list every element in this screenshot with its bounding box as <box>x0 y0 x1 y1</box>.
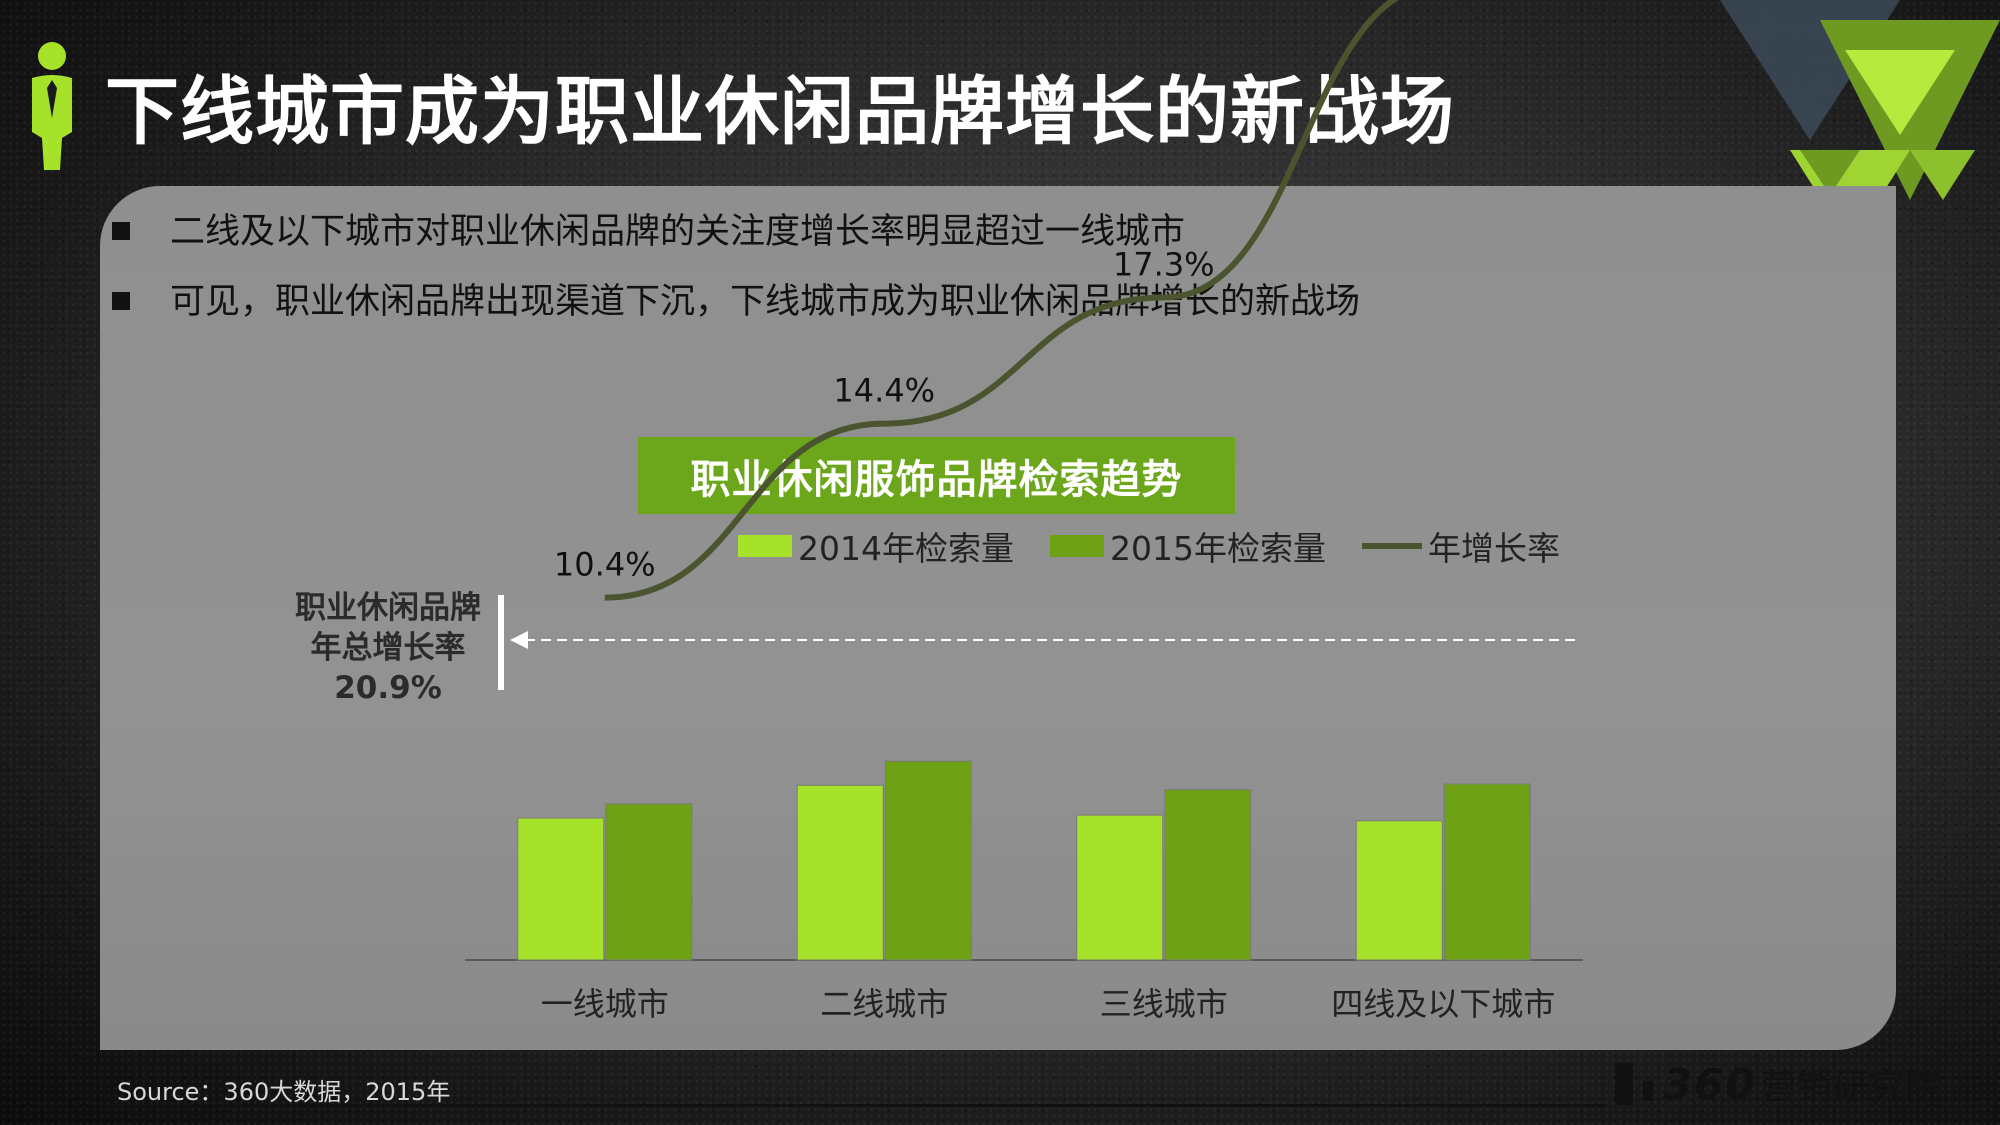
logo-bar-icon <box>1615 1063 1633 1105</box>
growth-line <box>604 0 1400 601</box>
brand-logo: 360 营销研究院 <box>1615 1058 1941 1110</box>
growth-data-label: 10.4% <box>554 546 656 584</box>
x-tick-label: 一线城市 <box>541 985 669 1023</box>
bullet-list: 二线及以下城市对职业休闲品牌的关注度增长率明显超过一线城市 可见，职业休闲品牌出… <box>112 208 1360 348</box>
bar-2014-0 <box>517 817 605 961</box>
bar-2014-3 <box>1355 820 1443 961</box>
legend-item-2014: 2014年检索量 <box>738 522 1014 570</box>
total-growth-bar <box>498 595 504 690</box>
logo-number: 360 <box>1663 1059 1757 1109</box>
chart-legend: 2014年检索量 2015年检索量 年增长率 <box>738 522 1596 570</box>
x-tick-label: 二线城市 <box>820 985 948 1023</box>
bar-2014-2 <box>1076 814 1164 961</box>
total-growth-label-2: 年总增长率 <box>310 630 466 666</box>
bar-2015-3 <box>1443 783 1531 961</box>
legend-label-2015: 2015年检索量 <box>1109 529 1326 568</box>
logo-text: 营销研究院 <box>1760 1067 1941 1108</box>
growth-data-label: 17.3% <box>1113 245 1215 283</box>
footer-divider <box>100 1104 1605 1107</box>
legend-swatch-2015 <box>1049 535 1104 557</box>
x-tick-label: 三线城市 <box>1100 985 1228 1023</box>
bar-2015-2 <box>1164 789 1252 961</box>
bullet-item: 可见，职业休闲品牌出现渠道下沉，下线城市成为职业休闲品牌增长的新战场 <box>112 278 1360 348</box>
legend-label-growth: 年增长率 <box>1427 529 1560 568</box>
bullet-text: 二线及以下城市对职业休闲品牌的关注度增长率明显超过一线城市 <box>170 212 1186 252</box>
legend-line-growth <box>1361 543 1422 549</box>
source-note: Source：360大数据，2015年 <box>117 1078 451 1106</box>
legend-label-2014: 2014年检索量 <box>798 529 1014 568</box>
growth-data-label: 14.4% <box>833 372 935 410</box>
person-icon <box>32 42 72 170</box>
legend-item-growth: 年增长率 <box>1361 522 1560 570</box>
legend-item-2015: 2015年检索量 <box>1049 522 1326 570</box>
bar-2015-0 <box>605 803 693 961</box>
bullet-text: 可见，职业休闲品牌出现渠道下沉，下线城市成为职业休闲品牌增长的新战场 <box>170 282 1361 322</box>
bar-2015-1 <box>884 760 972 961</box>
content-panel <box>100 186 1896 1050</box>
logo-bar-small-icon <box>1643 1081 1653 1101</box>
bar-2014-1 <box>796 784 884 961</box>
page-title: 下线城市成为职业休闲品牌增长的新战场 <box>105 69 1455 155</box>
total-growth-note: 职业休闲品牌 年总增长率 20.9% <box>268 588 508 708</box>
bullet-square-icon <box>112 222 130 240</box>
total-growth-value: 20.9% <box>334 670 442 706</box>
reference-arrow-icon <box>510 631 528 649</box>
total-growth-label-1: 职业休闲品牌 <box>295 590 481 626</box>
chart-title: 职业休闲服饰品牌检索趋势 <box>638 437 1235 514</box>
legend-swatch-2014 <box>738 535 792 557</box>
x-tick-label: 四线及以下城市 <box>1331 985 1555 1023</box>
bullet-square-icon <box>112 292 130 310</box>
bullet-item: 二线及以下城市对职业休闲品牌的关注度增长率明显超过一线城市 <box>112 208 1360 278</box>
